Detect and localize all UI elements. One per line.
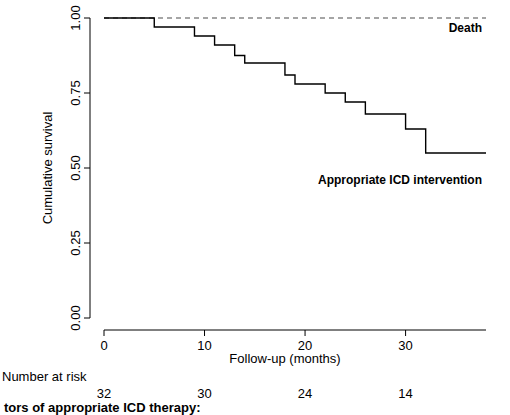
y-tick-label: 1.00 xyxy=(68,5,83,30)
risk-table-label: Number at risk xyxy=(2,369,87,384)
x-axis xyxy=(104,330,486,331)
risk-number: 30 xyxy=(197,386,211,401)
y-tick xyxy=(84,168,90,169)
y-tick-label: 0.00 xyxy=(68,305,83,330)
y-tick xyxy=(84,243,90,244)
plot-area xyxy=(104,18,486,153)
x-tick xyxy=(305,330,306,336)
chart: 0.00 0.25 0.50 0.75 1.00 Cumulative survival 0… xyxy=(0,0,510,415)
y-tick-label: 0.75 xyxy=(68,80,83,105)
series-label: Death xyxy=(449,21,482,35)
y-tick xyxy=(84,18,90,19)
x-tick xyxy=(204,330,205,336)
x-tick-label: 30 xyxy=(398,338,412,353)
risk-number: 24 xyxy=(298,386,312,401)
series-label: Appropriate ICD intervention xyxy=(318,173,482,187)
x-tick-label: 10 xyxy=(197,338,211,353)
x-axis-label: Follow-up (months) xyxy=(229,351,340,366)
y-axis-label: Cumulative survival xyxy=(40,112,55,225)
risk-number: 32 xyxy=(97,386,111,401)
y-tick xyxy=(84,93,90,94)
caption: tors of appropriate ICD therapy: xyxy=(4,400,200,415)
y-tick-label: 0.25 xyxy=(68,230,83,255)
series-line xyxy=(104,17,486,18)
x-tick xyxy=(104,330,105,336)
risk-number: 14 xyxy=(398,386,412,401)
series-line xyxy=(104,18,486,153)
y-tick xyxy=(84,318,90,319)
x-tick xyxy=(405,330,406,336)
x-tick-label: 0 xyxy=(100,338,107,353)
y-tick-label: 0.50 xyxy=(68,155,83,180)
